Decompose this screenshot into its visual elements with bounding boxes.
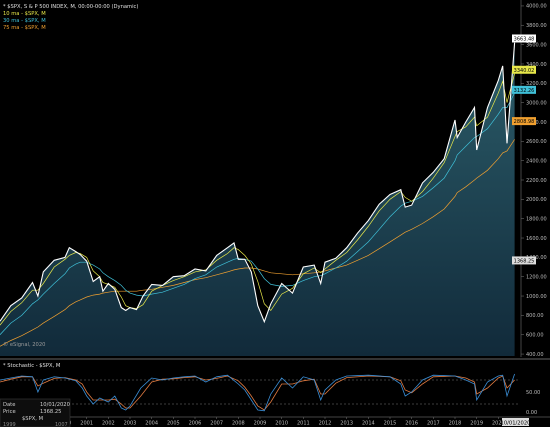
price-tick-label: 1400.00 xyxy=(526,255,547,261)
time-tick-label: 2017 xyxy=(427,421,440,427)
time-tick-label: 2010 xyxy=(275,421,288,427)
price-tick-label: 600.00 xyxy=(526,333,544,339)
info-footer-left: 1999 xyxy=(3,422,16,427)
price-tick-label: 1800.00 xyxy=(526,216,547,222)
price-tag-label: 3132.26 xyxy=(514,88,535,94)
price-tag-label: 2808.98 xyxy=(514,119,535,125)
price-tag-bg xyxy=(512,85,536,94)
time-tick-label: 2008 xyxy=(232,421,245,427)
price-tag-bg xyxy=(512,34,536,43)
time-tick-label: 2020 xyxy=(492,421,505,427)
ma75-label: 75 ma - $SPX, M xyxy=(3,25,46,31)
price-tag-label: 1368.25 xyxy=(514,258,535,264)
price-tick-label: 3600.00 xyxy=(526,42,547,48)
info-price-value: 1368.25 xyxy=(40,409,61,415)
price-tick-label: 3200.00 xyxy=(526,81,547,87)
watermark: © eSignal, 2020 xyxy=(3,341,45,348)
stoch-tick-label: 0.00 xyxy=(526,410,537,416)
info-symbol: $SPX, M xyxy=(22,416,43,422)
info-price-label: Price xyxy=(3,409,16,415)
time-tick-label: 2012 xyxy=(319,421,332,427)
price-tick-label: 3400.00 xyxy=(526,62,547,68)
time-tick-label: 2015 xyxy=(384,421,397,427)
price-panel[interactable] xyxy=(0,42,516,356)
stoch-label: * Stochastic - $SPX, M xyxy=(3,363,60,369)
current-date-tag-bg xyxy=(502,418,529,426)
time-tick-label: 2004 xyxy=(145,421,158,427)
stochastic-panel[interactable] xyxy=(0,373,520,412)
price-tick-label: 3800.00 xyxy=(526,23,547,29)
time-tick-label: 2019 xyxy=(470,421,483,427)
time-tick-label: 2018 xyxy=(449,421,462,427)
time-tick-label: 2016 xyxy=(405,421,418,427)
info-footer-right: 1007 xyxy=(55,422,68,427)
time-tick-label: 2011 xyxy=(297,421,310,427)
price-tick-label: 1000.00 xyxy=(526,294,547,300)
stoch-tick-label: 50.00 xyxy=(526,390,540,396)
info-date-label: Date xyxy=(3,402,15,408)
time-tick-label: 2005 xyxy=(167,421,180,427)
ma30-label: 30 ma - $SPX, M xyxy=(3,18,46,24)
price-line xyxy=(0,42,516,324)
price-axis: 4000.00 3800.00 3600.00 3400.00 3200.00 3000.… xyxy=(521,4,547,358)
price-tick-label: 4000.00 xyxy=(526,4,547,10)
stochastic-axis: 50.00 0.00 xyxy=(526,390,540,416)
price-tag-bg xyxy=(512,117,536,126)
price-tick-label: 1200.00 xyxy=(526,275,547,281)
price-area-fill xyxy=(0,42,515,356)
time-axis: 1998199920002001200220032004200520062007… xyxy=(15,417,505,427)
chart-title: * $SPX, S & P 500 INDEX, M, 00:00-00:00 … xyxy=(3,4,138,10)
ma75-line xyxy=(0,139,515,347)
price-tick-label: 2800.00 xyxy=(526,120,547,126)
ma10-line xyxy=(0,73,515,326)
price-tag-label: 3663.48 xyxy=(514,36,535,42)
info-box: Date 10/01/2020 Price 1368.25 $SPX, M 19… xyxy=(0,398,71,427)
info-box-bg xyxy=(0,398,71,427)
price-tag-bg xyxy=(512,256,536,265)
time-tick-label: 2003 xyxy=(124,421,137,427)
price-tag-bg xyxy=(512,65,536,74)
price-tags: 3663.48 3340.02 3132.26 2808.98 1368.25 xyxy=(512,34,536,265)
price-tick-label: 2600.00 xyxy=(526,139,547,145)
time-tick-label: 2013 xyxy=(340,421,353,427)
time-tick-label: 2009 xyxy=(254,421,267,427)
current-date-tag: 10/01/2020 xyxy=(501,421,531,427)
time-tick-label: 2001 xyxy=(80,421,93,427)
ma10-label: 10 ma - $SPX, M xyxy=(3,11,46,17)
time-tick-label: 2002 xyxy=(102,421,115,427)
stoch-d-line xyxy=(0,375,515,411)
price-tick-label: 800.00 xyxy=(526,313,544,319)
price-tick-label: 400.00 xyxy=(526,352,544,358)
time-tick-label: 2006 xyxy=(189,421,202,427)
price-tick-label: 2400.00 xyxy=(526,158,547,164)
price-tick-label: 2000.00 xyxy=(526,197,547,203)
price-tick-label: 1600.00 xyxy=(526,236,547,242)
stoch-k-line xyxy=(0,373,515,412)
info-date-value: 10/01/2020 xyxy=(40,402,70,408)
time-tick-label: 2014 xyxy=(362,421,375,427)
price-tag-label: 3340.02 xyxy=(514,68,535,74)
price-tick-label: 2200.00 xyxy=(526,178,547,184)
time-tick-label: 2007 xyxy=(210,421,223,427)
price-tick-label: 3000.00 xyxy=(526,100,547,106)
